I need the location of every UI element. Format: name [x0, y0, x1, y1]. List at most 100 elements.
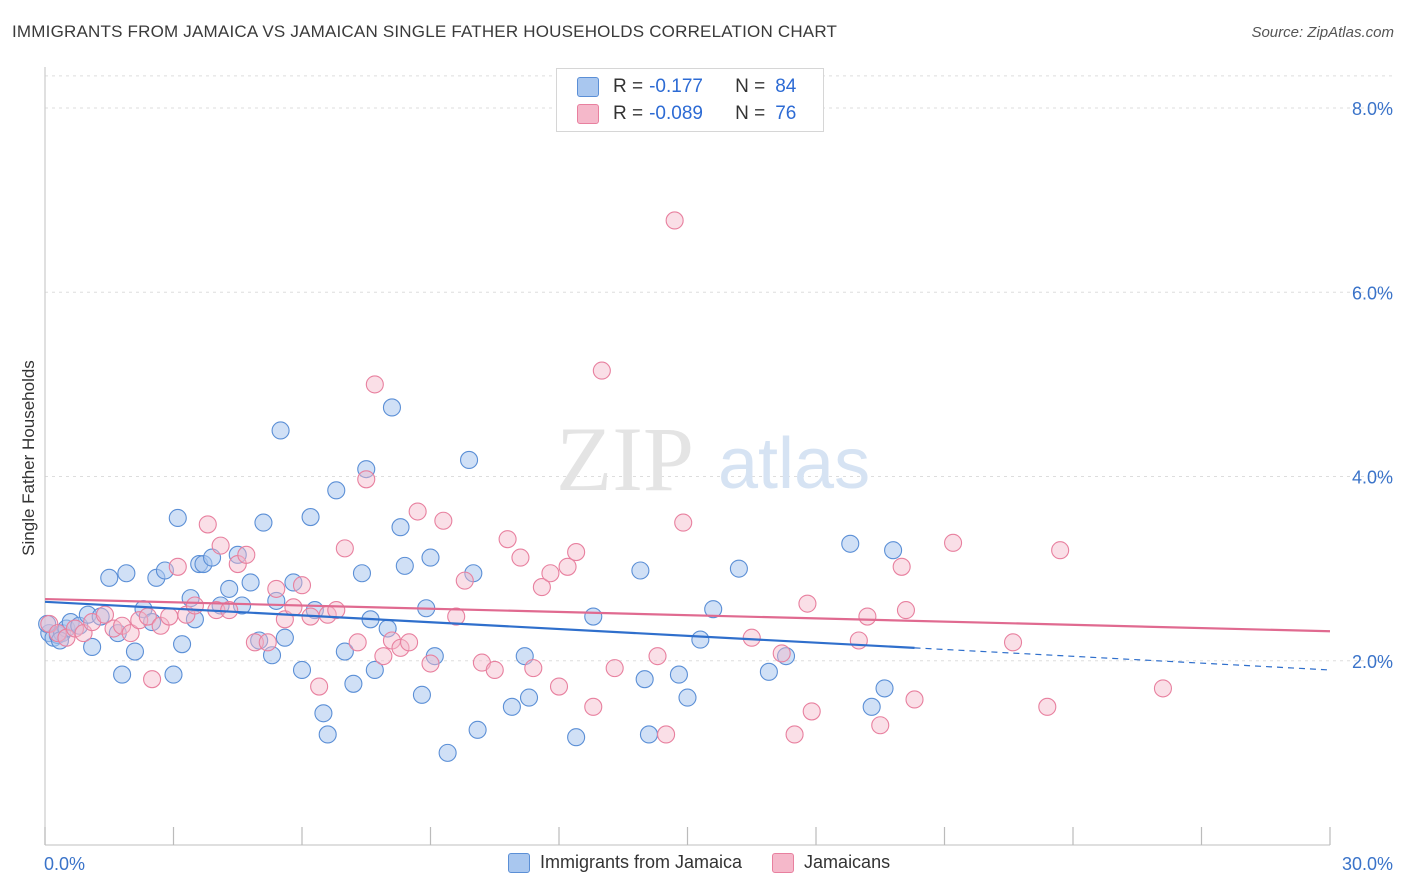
trend-line-immigrants-extension [914, 647, 1331, 671]
legend-n-value: 84 [775, 76, 797, 97]
data-point-jamaicans [485, 660, 504, 680]
data-point-jamaicans [198, 515, 217, 534]
data-point-immigrants [862, 697, 881, 716]
trend-line-jamaicans [44, 597, 1331, 633]
trend-line-immigrants [44, 600, 915, 649]
data-point-jamaicans [48, 624, 67, 643]
y-tick-label: 4.0% [1352, 468, 1393, 488]
legend-r-value: -0.089 [649, 103, 703, 124]
data-point-jamaicans [434, 511, 453, 530]
legend-row-jamaicans: R = -0.089 N = 76 [577, 102, 796, 126]
data-point-jamaicans [858, 607, 877, 626]
watermark-atlas: atlas [718, 424, 870, 504]
data-point-immigrants [691, 630, 710, 649]
data-point-immigrants [113, 665, 132, 684]
data-point-jamaicans [905, 690, 924, 709]
data-point-immigrants [395, 556, 414, 575]
data-point-jamaicans [657, 725, 676, 744]
data-point-immigrants [502, 697, 521, 716]
data-point-jamaicans [541, 564, 560, 583]
y-tick-labels: 2.0% 4.0% 6.0% 8.0% [1352, 99, 1393, 672]
data-point-immigrants [669, 665, 688, 684]
axes [44, 67, 1331, 846]
legend-swatch-pink [772, 852, 795, 873]
data-point-immigrants [125, 642, 144, 661]
data-point-immigrants [459, 450, 479, 469]
data-point-immigrants [335, 642, 354, 661]
data-point-immigrants [631, 561, 650, 580]
legend-row-immigrants: R = -0.177 N = 84 [577, 75, 796, 99]
data-point-jamaicans [567, 543, 586, 562]
data-point-jamaicans [648, 647, 667, 666]
data-point-immigrants [173, 635, 192, 654]
legend-label-jamaicans: Jamaicans [804, 852, 891, 872]
data-point-jamaicans [802, 702, 821, 721]
data-point-immigrants [584, 607, 603, 626]
data-point-jamaicans [772, 644, 791, 663]
data-point-jamaicans [1051, 541, 1070, 560]
data-point-immigrants [164, 665, 183, 684]
legend-r-value: -0.177 [649, 76, 703, 97]
legend-n-label: N = [735, 103, 766, 124]
legend-n-label: N = [735, 76, 766, 97]
data-point-immigrants [875, 679, 894, 698]
x-tick-label-min: 0.0% [44, 854, 85, 874]
data-point-immigrants [639, 725, 659, 744]
data-point-jamaicans [185, 596, 204, 615]
data-point-jamaicans [335, 539, 354, 558]
data-point-jamaicans [447, 607, 466, 626]
data-point-immigrants [318, 725, 337, 744]
legend-n-value: 76 [775, 103, 797, 124]
data-point-jamaicans [944, 533, 963, 552]
data-point-jamaicans [400, 633, 419, 652]
data-point-jamaicans [65, 619, 85, 638]
data-point-immigrants [382, 398, 402, 417]
data-point-immigrants [729, 559, 748, 578]
data-point-jamaicans [849, 631, 868, 650]
data-point-jamaicans [1003, 633, 1023, 652]
y-tick-label: 8.0% [1352, 99, 1393, 119]
data-point-jamaicans [95, 605, 115, 624]
data-point-jamaicans [374, 647, 393, 666]
source-label: Source: ZipAtlas.com [1251, 24, 1394, 41]
data-point-immigrants [271, 421, 290, 440]
data-point-jamaicans [871, 716, 890, 735]
data-point-jamaicans [160, 607, 179, 626]
data-point-jamaicans [785, 725, 804, 744]
data-point-jamaicans [408, 502, 427, 521]
series-jamaicans-points [40, 211, 1172, 744]
legend-item-jamaicans[interactable]: Jamaicans [772, 852, 890, 873]
watermark-zip: ZIP [556, 408, 694, 510]
data-point-immigrants [168, 508, 187, 528]
data-point-jamaicans [1038, 697, 1057, 716]
data-point-jamaicans [245, 633, 264, 652]
legend-r-label: R = [613, 103, 644, 124]
data-point-jamaicans [365, 375, 384, 394]
data-point-jamaicans [284, 598, 303, 617]
data-point-jamaicans [549, 677, 569, 696]
data-point-immigrants [635, 670, 654, 689]
data-point-jamaicans [237, 545, 256, 564]
trend-lines [44, 597, 1331, 671]
data-point-jamaicans [421, 654, 440, 673]
data-point-immigrants [241, 573, 260, 592]
legend-label-immigrants: Immigrants from Jamaica [540, 852, 743, 872]
data-point-jamaicans [742, 628, 761, 647]
chart-title: IMMIGRANTS FROM JAMAICA VS JAMAICAN SING… [12, 22, 838, 41]
data-point-jamaicans [310, 677, 329, 696]
data-point-jamaicans [258, 633, 277, 652]
data-point-immigrants [327, 481, 346, 500]
legend-item-immigrants[interactable]: Immigrants from Jamaica [508, 852, 742, 873]
data-point-jamaicans [143, 670, 162, 689]
data-point-immigrants [83, 637, 102, 656]
data-point-jamaicans [348, 633, 367, 652]
data-point-jamaicans [584, 697, 603, 716]
data-point-immigrants [704, 600, 723, 619]
correlation-legend: R = -0.177 N = 84 R = -0.089 N = 76 [556, 68, 824, 132]
data-point-jamaicans [892, 557, 911, 576]
data-point-immigrants [391, 518, 410, 537]
data-point-jamaicans [558, 557, 577, 576]
data-point-jamaicans [674, 513, 693, 532]
data-point-jamaicans [592, 361, 611, 380]
